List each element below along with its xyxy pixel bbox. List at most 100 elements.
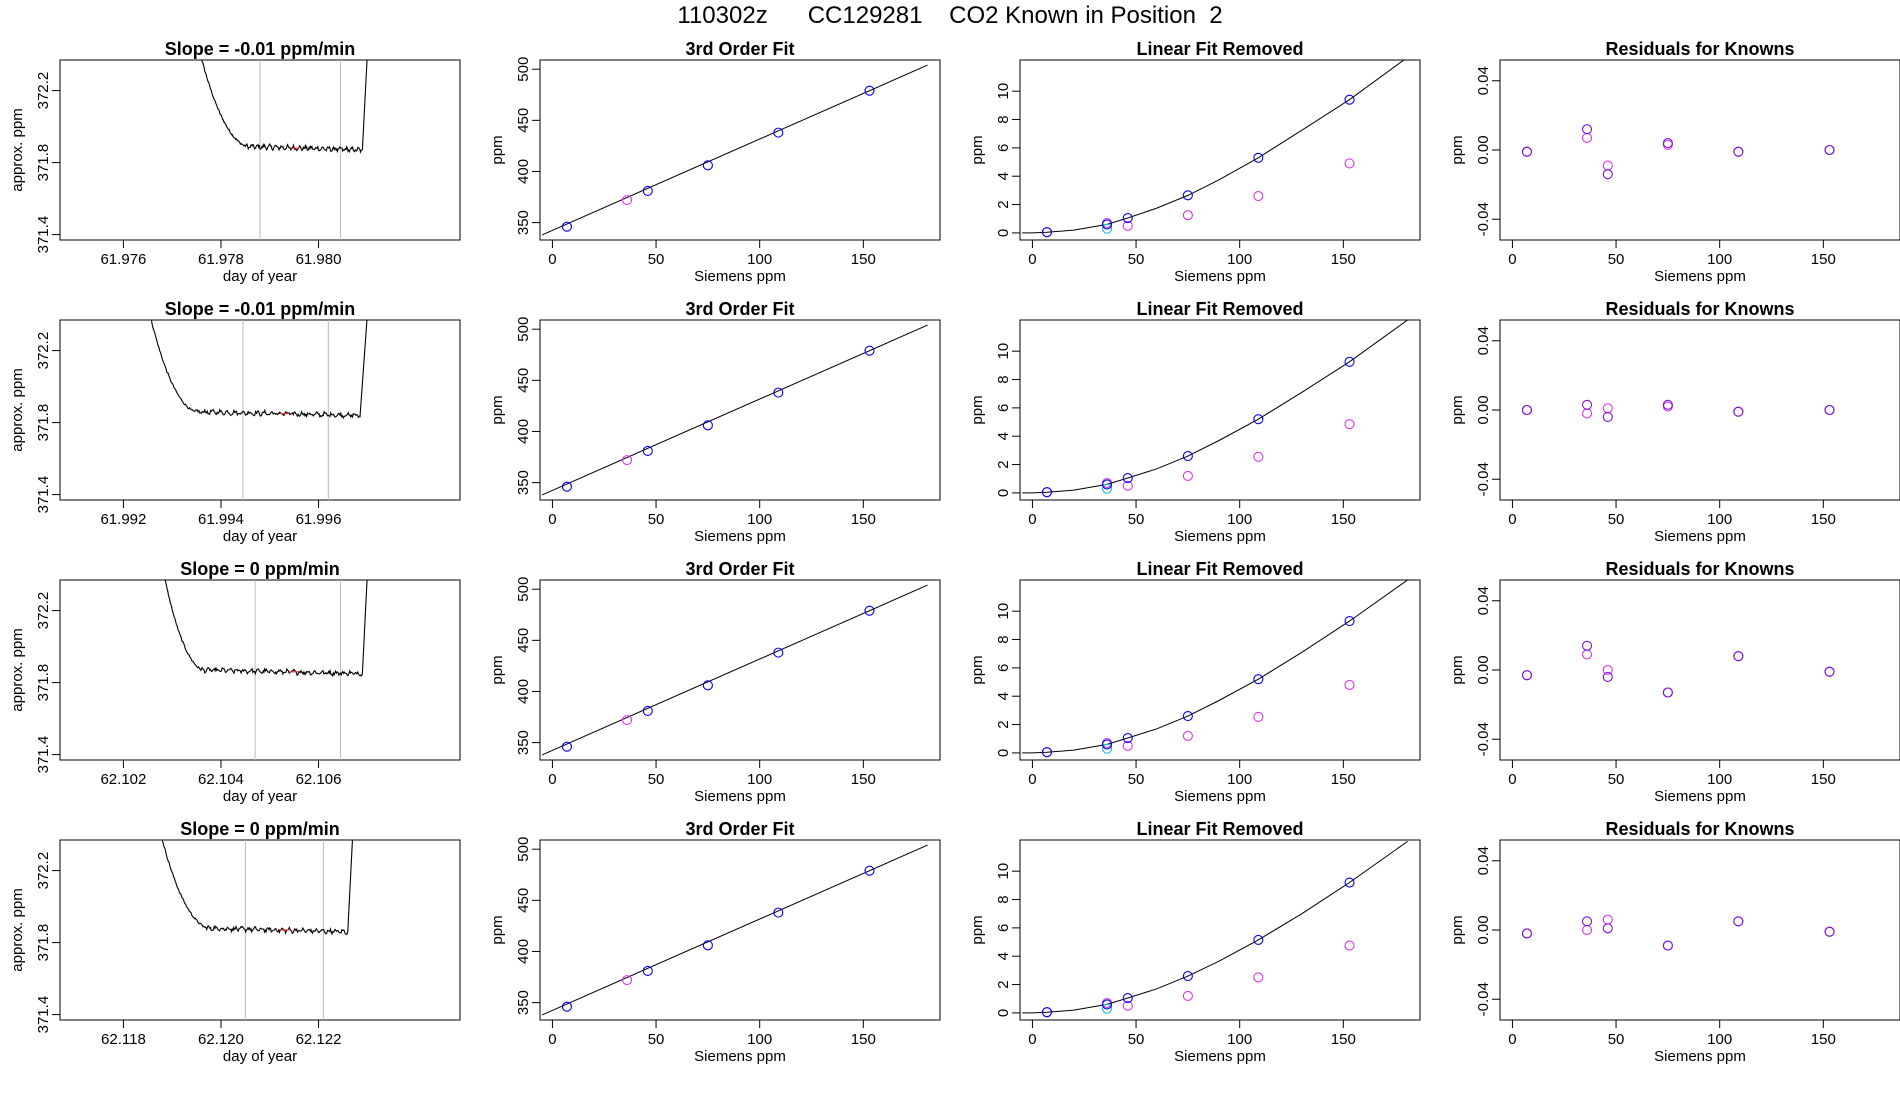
blue-point [1253,934,1264,945]
plot-frame [1019,839,1421,1021]
x-tick-label: 50 [648,1031,665,1048]
y-tick-label: 0.00 [1475,395,1492,424]
x-axis-label: day of year [223,1048,297,1065]
magenta-point [1602,664,1613,676]
blue-point [561,481,572,492]
x-tick-label: 62.104 [198,771,244,788]
blue-point [1122,992,1133,1004]
blue-point [1182,451,1193,462]
blue-point [1581,640,1593,651]
x-tick-label: 0 [548,1031,556,1048]
blue-point [642,965,653,976]
y-tick-label: 10 [995,603,1012,620]
x-axis-label: day of year [223,788,297,805]
magenta-point [1602,914,1613,925]
blue-point [1602,169,1613,180]
blue-point [642,185,653,196]
x-tick-label: 62.102 [100,771,146,788]
y-tick-label: 350 [515,990,532,1015]
magenta-point [1182,730,1193,741]
blue-point [1733,916,1744,927]
plot-frame [1019,59,1421,241]
data-area [1521,640,1835,698]
x-tick-label: 61.992 [100,511,146,528]
x-tick-label: 50 [1128,511,1145,528]
magenta-point [1122,740,1133,751]
x-tick-label: 61.996 [296,511,342,528]
plot-frame [539,579,941,761]
blue-point [1344,616,1355,627]
x-tick-label: 50 [1608,1031,1625,1048]
y-axis-label: ppm [1449,655,1466,684]
blue-point [1581,399,1593,410]
y-tick-label: 0.04 [1475,586,1492,615]
x-tick-label: 62.122 [296,1031,342,1048]
y-tick-label: 8 [995,115,1012,123]
magenta-point [1122,220,1133,231]
y-tick-label: 6 [995,924,1012,932]
y-axis-label: ppm [1449,135,1466,164]
y-tick-label: 0 [995,749,1012,757]
blue-point [1344,877,1355,888]
blue-point [1122,212,1133,224]
y-tick-label: 4 [995,432,1012,440]
blue-point [702,680,713,691]
data-area [1521,399,1835,422]
x-tick-label: 0 [548,251,556,268]
blue-point [1733,651,1744,662]
x-tick-label: 0 [1028,511,1036,528]
magenta-point [1122,480,1133,491]
plot-frame [1499,319,1900,501]
y-tick-label: 400 [515,939,532,964]
x-tick-label: 61.976 [100,251,146,268]
fit-curve [1022,580,1408,754]
panel-1-2: Slope = -0.01 ppm/min 61.992 61.994 61.996 3… [9,299,461,545]
panel-1-3: Slope = 0 ppm/min 62.102 62.104 62.106 371.4… [9,559,461,805]
panel-1-4: Slope = 0 ppm/min 62.118 62.120 62.122 371.4… [9,819,461,1065]
x-tick-label: 50 [1128,1031,1145,1048]
blue-point [1253,414,1264,425]
y-tick-label: 500 [515,837,532,862]
y-tick-label: 350 [515,730,532,755]
y-tick-label: 10 [995,83,1012,100]
y-tick-label: 4 [995,952,1012,960]
fit-curve [541,584,928,756]
x-tick-label: 150 [1331,771,1356,788]
x-tick-label: 50 [1128,771,1145,788]
y-tick-label: 450 [515,888,532,913]
blue-point [1253,152,1264,163]
blue-point [1662,940,1673,951]
x-tick-label: 61.994 [198,511,244,528]
blue-point [1521,404,1532,416]
magenta-point [1344,679,1355,690]
fit-curve [541,324,928,496]
blue-point [702,420,713,431]
y-tick-label: 0.04 [1475,846,1492,875]
magenta-point [1253,972,1264,983]
blue-point [1101,999,1113,1010]
y-tick-label: 6 [995,664,1012,672]
blue-point [1182,971,1193,982]
panel-title: Residuals for Knowns [1605,299,1794,319]
data-area [1521,124,1835,180]
panel-2-1: 3rd Order Fit 0 50 100 150 350 400 450 500 Siemen… [489,39,941,285]
y-axis-label: ppm [489,135,506,164]
y-axis-label: approx. ppm [9,108,26,191]
plot-frame [539,839,941,1021]
panel-title: Linear Fit Removed [1136,39,1303,59]
panel-3-3: Linear Fit Removed 0 50 100 150 0 2 4 6 8 10 Siemen… [969,559,1421,805]
x-tick-label: 150 [851,1031,876,1048]
magenta-point [1602,403,1613,414]
y-tick-label: 4 [995,692,1012,700]
y-tick-label: 10 [995,863,1012,880]
y-tick-label: 500 [515,317,532,342]
y-axis-label: approx. ppm [9,368,26,451]
panel-title: 3rd Order Fit [685,39,794,59]
y-tick-label: 450 [515,628,532,653]
panel-3-1: Linear Fit Removed 0 50 100 150 0 2 4 6 8 10 Siemen… [969,39,1421,285]
blue-point [1041,487,1052,498]
x-tick-label: 61.978 [198,251,244,268]
magenta-point [1581,924,1593,936]
magenta-point [1344,158,1355,169]
figure-title: 110302z CC129281 CO2 Known in Position 2 [677,2,1223,29]
